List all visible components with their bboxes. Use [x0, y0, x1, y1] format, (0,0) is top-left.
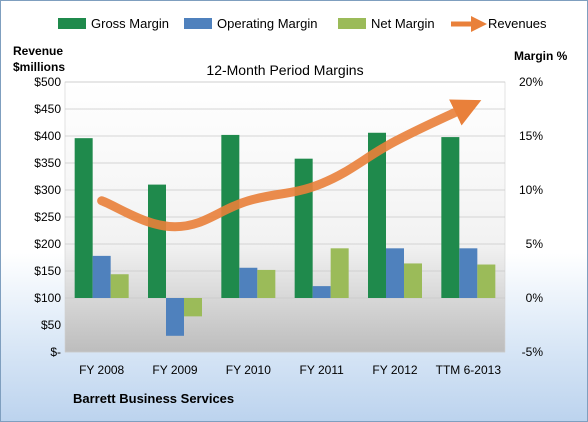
legend-label-gross-margin: Gross Margin — [91, 16, 169, 31]
company-label: Barrett Business Services — [73, 391, 234, 406]
legend-swatch-operating-margin — [184, 18, 212, 29]
right-tick-label: 15% — [519, 129, 543, 143]
bar-gross-margin — [221, 134, 240, 298]
left-tick-label: $- — [50, 345, 61, 359]
left-tick-label: $400 — [34, 129, 61, 143]
right-tick-label: -5% — [522, 345, 544, 359]
right-tick-label: 5% — [526, 237, 544, 251]
bar-gross-margin — [148, 184, 166, 298]
x-axis: FY 2008 FY 2009 FY 2010 FY 2011 FY 2012 TTM 6… — [79, 363, 501, 377]
left-axis: $- $50 $100 $150 $200 $250 $300 $350 $400 $450 $50… — [34, 75, 61, 359]
legend: Gross Margin Operating Margin Net Margin… — [58, 15, 547, 33]
bar-operating-margin — [166, 298, 184, 336]
category-label: FY 2010 — [226, 363, 271, 377]
left-axis-title-line1: Revenue — [13, 44, 63, 58]
bar-operating-margin — [92, 255, 111, 298]
revenue-line — [97, 99, 482, 232]
gridlines — [65, 81, 505, 353]
bar-net-margin — [404, 263, 422, 298]
category-label: FY 2008 — [79, 363, 124, 377]
right-tick-label: 20% — [519, 75, 543, 89]
category-label: TTM 6-2013 — [436, 363, 502, 377]
left-tick-label: $150 — [34, 264, 61, 278]
legend-label-revenues: Revenues — [488, 16, 547, 31]
category-label: FY 2012 — [372, 363, 417, 377]
legend-label-operating-margin: Operating Margin — [217, 16, 317, 31]
bar-operating-margin — [312, 286, 331, 298]
legend-swatch-gross-margin — [58, 18, 86, 29]
bar-gross-margin — [368, 132, 386, 298]
right-tick-label: 0% — [526, 291, 544, 305]
bar-operating-margin — [459, 248, 478, 298]
left-tick-label: $200 — [34, 237, 61, 251]
legend-swatch-net-margin — [338, 18, 366, 29]
chart-title: 12-Month Period Margins — [206, 62, 363, 78]
revenue-line-path — [97, 99, 482, 232]
bar-operating-margin — [386, 248, 404, 298]
left-tick-label: $450 — [34, 102, 61, 116]
bar-net-margin — [330, 248, 349, 298]
bar-net-margin — [110, 274, 129, 298]
right-axis-title: Margin % — [514, 49, 568, 63]
bar-gross-margin — [441, 137, 460, 298]
left-tick-label: $100 — [34, 291, 61, 305]
category-label: FY 2009 — [152, 363, 197, 377]
left-tick-label: $250 — [34, 210, 61, 224]
legend-label-net-margin: Net Margin — [371, 16, 435, 31]
left-tick-label: $350 — [34, 156, 61, 170]
right-tick-label: 10% — [519, 183, 543, 197]
bars — [74, 132, 496, 336]
category-label: FY 2011 — [300, 363, 345, 377]
right-axis: -5% 0% 5% 10% 15% 20% — [519, 75, 543, 359]
bar-gross-margin — [294, 158, 313, 298]
left-tick-label: $50 — [41, 318, 61, 332]
bar-operating-margin — [239, 267, 258, 298]
bar-gross-margin — [74, 138, 93, 298]
left-tick-label: $500 — [34, 75, 61, 89]
left-tick-label: $300 — [34, 183, 61, 197]
left-axis-title-line2: $millions — [13, 60, 65, 74]
bar-net-margin — [184, 298, 202, 317]
bar-net-margin — [477, 264, 496, 298]
bar-net-margin — [257, 269, 276, 298]
